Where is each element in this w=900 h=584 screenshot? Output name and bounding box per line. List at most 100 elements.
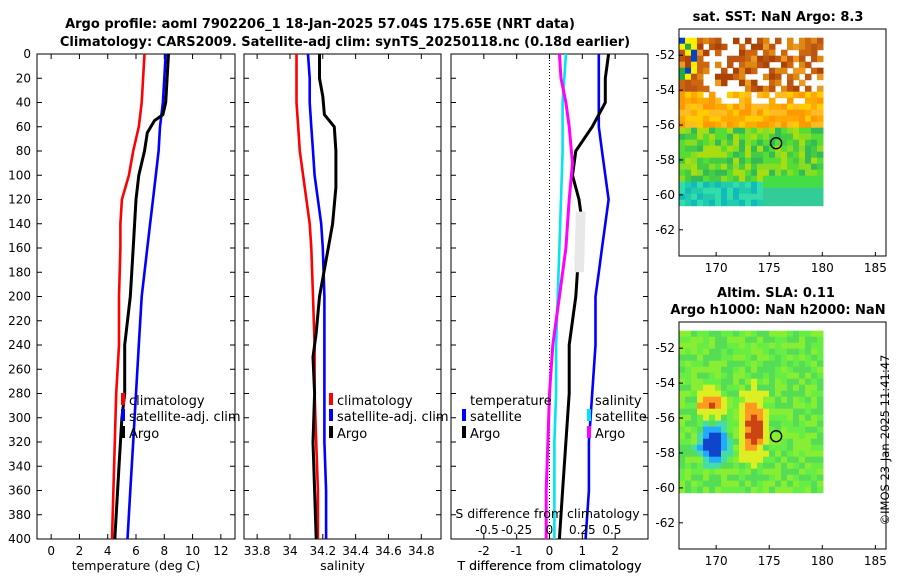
sst-cell bbox=[817, 109, 824, 117]
sla-cell bbox=[721, 378, 728, 386]
sla-cell bbox=[727, 486, 734, 494]
sst-cell bbox=[685, 169, 692, 177]
sst-cell bbox=[691, 163, 698, 171]
sst-cell bbox=[679, 163, 686, 171]
sla-cell bbox=[679, 480, 686, 488]
sla-cell bbox=[757, 420, 764, 428]
sla-cell bbox=[691, 480, 698, 488]
sst-cell bbox=[811, 127, 818, 135]
sst-cell bbox=[685, 127, 692, 135]
sla-cell bbox=[811, 438, 818, 446]
sla-cell bbox=[775, 456, 782, 464]
sst-cell bbox=[763, 199, 770, 207]
sst-cell bbox=[769, 121, 776, 129]
sla-cell bbox=[703, 414, 710, 422]
sst-cell bbox=[739, 193, 746, 201]
sla-cell bbox=[739, 354, 746, 362]
sst-cell bbox=[799, 139, 806, 147]
sst-cell bbox=[709, 187, 716, 195]
sla-cell bbox=[709, 372, 716, 380]
sst-cell bbox=[811, 169, 818, 177]
sst-cell bbox=[805, 175, 812, 183]
y-tick-label: 180 bbox=[8, 265, 31, 279]
sst-cell bbox=[703, 109, 710, 117]
series-line-satellite bbox=[306, 53, 328, 539]
sst-cell bbox=[691, 49, 698, 57]
legend-swatch-argo bbox=[329, 426, 333, 438]
sst-cell bbox=[691, 37, 698, 45]
sla-cell bbox=[763, 486, 770, 494]
sst-cell bbox=[745, 169, 752, 177]
sst-cell bbox=[679, 115, 686, 123]
sla-cell bbox=[781, 342, 788, 350]
sst-cell bbox=[691, 175, 698, 183]
sla-cell bbox=[757, 408, 764, 416]
sst-cell bbox=[775, 67, 782, 75]
sla-cell bbox=[727, 474, 734, 482]
sst-cell bbox=[691, 157, 698, 165]
sla-cell bbox=[817, 432, 824, 440]
sst-cell bbox=[721, 67, 728, 75]
sla-cell bbox=[685, 378, 692, 386]
sst-cell bbox=[715, 181, 722, 189]
sla-cell bbox=[757, 342, 764, 350]
sla-cell bbox=[727, 414, 734, 422]
sst-cell bbox=[721, 127, 728, 135]
sst-cell bbox=[781, 109, 788, 117]
sst-cell bbox=[685, 151, 692, 159]
sla-cell bbox=[685, 420, 692, 428]
sla-cell bbox=[691, 360, 698, 368]
sst-cell bbox=[775, 151, 782, 159]
sst-cell bbox=[727, 169, 734, 177]
sla-cell bbox=[751, 384, 758, 392]
sla-cell bbox=[691, 408, 698, 416]
sst-cell bbox=[727, 61, 734, 69]
sst-cell bbox=[817, 139, 824, 147]
sla-cell bbox=[787, 462, 794, 470]
sst-cell bbox=[817, 187, 824, 195]
plot-frame bbox=[36, 53, 236, 540]
sla-cell bbox=[679, 462, 686, 470]
sst-cell bbox=[709, 151, 716, 159]
sla-cell bbox=[751, 348, 758, 356]
sla-cell bbox=[817, 420, 824, 428]
sla-cell bbox=[715, 450, 722, 458]
legend-swatch-t-argo bbox=[462, 426, 466, 438]
sst-cell bbox=[805, 133, 812, 141]
sla-cell bbox=[697, 414, 704, 422]
x2-tick-label: 0.25 bbox=[569, 523, 596, 537]
sst-cell bbox=[709, 199, 716, 207]
sst-cell bbox=[739, 109, 746, 117]
sla-cell bbox=[727, 330, 734, 338]
sst-cell bbox=[793, 121, 800, 129]
sla-cell bbox=[727, 390, 734, 398]
sla-cell bbox=[745, 444, 752, 452]
sla-cell bbox=[739, 432, 746, 440]
sst-cell bbox=[799, 79, 806, 87]
sst-cell bbox=[739, 97, 746, 105]
sla-cell bbox=[805, 336, 812, 344]
sla-cell bbox=[805, 378, 812, 386]
sla-cell bbox=[709, 330, 716, 338]
sla-cell bbox=[685, 480, 692, 488]
sla-cell bbox=[685, 390, 692, 398]
sla-cell bbox=[703, 372, 710, 380]
sla-cell bbox=[745, 462, 752, 470]
sst-cell bbox=[727, 115, 734, 123]
sla-cell bbox=[691, 462, 698, 470]
sst-cell bbox=[787, 169, 794, 177]
sst-cell bbox=[721, 175, 728, 183]
sla-cell bbox=[805, 354, 812, 362]
sst-cell bbox=[721, 109, 728, 117]
sla-cell bbox=[733, 462, 740, 470]
sla-cell bbox=[745, 438, 752, 446]
sst-cell bbox=[715, 139, 722, 147]
y-tick-label: 140 bbox=[8, 217, 31, 231]
sla-cell bbox=[691, 384, 698, 392]
sst-cell bbox=[775, 139, 782, 147]
sla-cell bbox=[781, 360, 788, 368]
sla-cell bbox=[787, 414, 794, 422]
sla-cell bbox=[685, 348, 692, 356]
sla-cell bbox=[751, 456, 758, 464]
sla-cell bbox=[787, 336, 794, 344]
